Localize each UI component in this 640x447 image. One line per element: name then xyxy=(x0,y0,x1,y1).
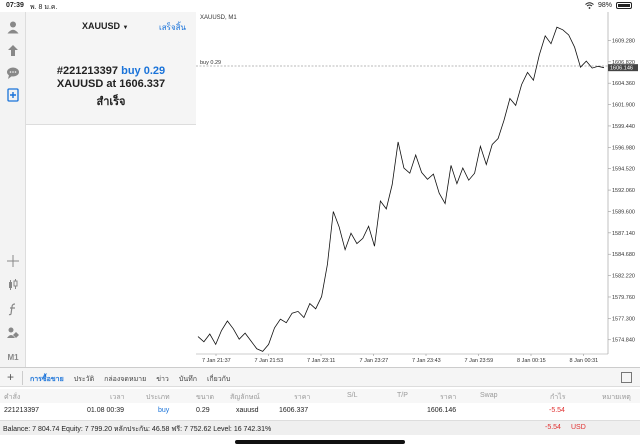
cell-open-price: 1606.337 xyxy=(279,407,309,414)
tab-1[interactable]: ประวัติ xyxy=(73,376,95,383)
column-header-5[interactable]: ราคา xyxy=(294,394,311,401)
column-header-8[interactable]: ราคา xyxy=(440,394,457,401)
y-tick-label-12: 1579.760 xyxy=(612,295,635,301)
balance-profit: -5.54 xyxy=(545,424,561,431)
price-series-line xyxy=(197,26,605,352)
y-tick-label-11: 1582.220 xyxy=(612,274,635,280)
y-tick-label-9: 1587.140 xyxy=(612,231,635,237)
status-date: พ. 8 ม.ค. xyxy=(30,4,58,11)
column-header-4[interactable]: สัญลักษณ์ xyxy=(230,394,260,401)
terminal-tabs-bar: + การซื้อขาย ประวัติ กล่องจดหมาย ข่าว บันทึก… xyxy=(0,367,640,387)
done-button[interactable]: เสร็จสิ้น xyxy=(159,23,186,32)
timeframe-icon[interactable]: M1 xyxy=(7,352,19,362)
cell-size: 0.29 xyxy=(196,407,210,414)
y-tick-label-2: 1604.360 xyxy=(612,81,635,87)
tab-4[interactable]: บันทึก xyxy=(178,376,197,383)
chart-title: XAUUSD, M1 xyxy=(200,15,237,21)
tab-2[interactable]: กล่องจดหมาย xyxy=(104,376,147,383)
tab-5[interactable]: เกี่ยวกับ xyxy=(206,376,231,383)
column-header-3[interactable]: ขนาด xyxy=(196,394,215,401)
expand-icon[interactable] xyxy=(621,372,632,383)
indicators-icon[interactable] xyxy=(4,300,22,318)
order-symbol-selector[interactable]: XAUUSD ▼ xyxy=(82,21,129,31)
order-result-panel: XAUUSD ▼ เสร็จสิ้น #221213397 buy 0.29 X… xyxy=(26,12,196,125)
cell-order: 221213397 xyxy=(4,407,40,414)
chevron-down-icon: ▼ xyxy=(122,25,129,31)
column-header-2[interactable]: ประเภท xyxy=(146,394,170,401)
current-price-label: 1606.146 xyxy=(610,66,633,72)
wifi-icon xyxy=(585,2,594,9)
x-tick-label-4: 7 Jan 23:43 xyxy=(412,358,441,364)
trade-icon[interactable] xyxy=(4,42,22,60)
x-tick-label-6: 8 Jan 00:15 xyxy=(517,358,546,364)
tab-3[interactable]: ข่าว xyxy=(156,376,169,383)
battery-percent: 98% xyxy=(597,2,612,9)
terminal-tabs: การซื้อขาย ประวัติ กล่องจดหมาย ข่าว บันทึก เก… xyxy=(30,374,230,385)
y-tick-label-8: 1589.600 xyxy=(612,209,635,215)
cell-symbol: xauusd xyxy=(236,407,259,414)
price-chart[interactable]: XAUUSD, M1 1609.280 1606.820 1604.360 1601.… xyxy=(196,12,640,367)
cell-type: buy xyxy=(158,407,170,414)
x-tick-label-5: 7 Jan 23:59 xyxy=(465,358,494,364)
column-header-7[interactable]: T/P xyxy=(397,392,408,399)
status-bar: 07:39 พ. 8 ม.ค. 98% xyxy=(0,0,640,12)
balance-text: Balance: 7 804.74 Equity: 7 799.20 หลักป… xyxy=(3,426,272,433)
chart-canvas[interactable]: 1609.280 1606.820 1604.360 1601.900 1599.440… xyxy=(196,12,640,367)
cell-time: 01.08 00:39 xyxy=(87,407,124,414)
candles-icon[interactable] xyxy=(4,276,22,294)
column-header-11[interactable]: หมายเหตุ xyxy=(602,394,631,401)
x-tick-label-0: 7 Jan 21:37 xyxy=(202,358,231,364)
x-tick-label-7: 8 Jan 00:31 xyxy=(570,358,599,364)
y-tick-label-6: 1594.520 xyxy=(612,167,635,173)
tab-0[interactable]: การซื้อขาย xyxy=(30,376,64,383)
battery-icon xyxy=(616,2,632,9)
current-price-tag xyxy=(608,64,638,72)
cell-current-price: 1606.146 xyxy=(427,407,457,414)
x-tick-label-1: 7 Jan 21:53 xyxy=(255,358,284,364)
account-icon[interactable] xyxy=(4,18,22,36)
x-tick-label-2: 7 Jan 23:11 xyxy=(307,358,335,364)
order-level-label: buy 0.29 xyxy=(200,60,221,66)
balance-currency: USD xyxy=(571,424,586,431)
y-tick-label-3: 1601.900 xyxy=(612,103,635,109)
objects-icon[interactable] xyxy=(4,324,22,342)
column-header-6[interactable]: S/L xyxy=(347,392,358,399)
add-icon[interactable]: + xyxy=(7,370,15,384)
x-tick-label-3: 7 Jan 23:27 xyxy=(360,358,389,364)
y-tick-label-5: 1596.980 xyxy=(612,145,635,151)
balance-bar: Balance: 7 804.74 Equity: 7 799.20 หลักป… xyxy=(0,420,640,435)
y-tick-label-13: 1577.300 xyxy=(612,316,635,322)
column-header-1[interactable]: เวลา xyxy=(110,394,125,401)
column-header-10[interactable]: กำไร xyxy=(550,394,566,401)
y-tick-label-10: 1584.680 xyxy=(612,252,635,258)
y-tick-label-14: 1574.840 xyxy=(612,338,635,344)
table-row[interactable]: 221213397 01.08 00:39 buy 0.29 xauusd 16… xyxy=(0,404,640,418)
y-tick-label-0: 1609.280 xyxy=(612,38,635,44)
chat-icon[interactable] xyxy=(4,64,22,82)
y-tick-label-4: 1599.440 xyxy=(612,124,635,130)
new-order-icon[interactable] xyxy=(4,86,22,104)
left-toolbar: M1 xyxy=(0,12,26,367)
status-time: 07:39 xyxy=(6,2,24,9)
crosshair-icon[interactable] xyxy=(4,252,22,270)
y-tick-label-1: 1606.820 xyxy=(612,60,635,66)
column-header-9[interactable]: Swap xyxy=(480,392,498,399)
positions-table-header: คำสั่ง เวลา ประเภท ขนาด สัญลักษณ์ ราคา S/L T/P ร… xyxy=(0,389,640,403)
order-ticket-line: #221213397 buy 0.29 xyxy=(56,65,166,77)
order-price-line: XAUUSD at 1606.337 xyxy=(56,78,166,90)
cell-profit: -5.54 xyxy=(549,407,565,414)
status-right: 98% xyxy=(585,2,632,9)
y-tick-label-7: 1592.060 xyxy=(612,188,635,194)
home-indicator xyxy=(235,440,405,444)
order-status: สำเร็จ xyxy=(96,96,126,108)
column-header-0[interactable]: คำสั่ง xyxy=(4,394,21,401)
